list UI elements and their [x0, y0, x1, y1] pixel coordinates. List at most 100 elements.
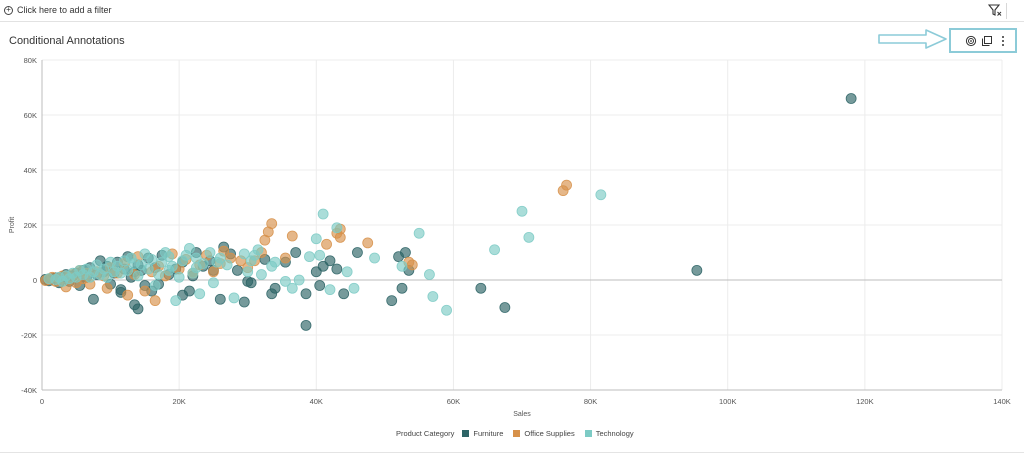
data-point-office-supplies — [122, 289, 134, 301]
legend-label: Furniture — [473, 429, 504, 438]
y-tick-label: 60K — [24, 111, 37, 120]
x-tick-label: 40K — [310, 397, 323, 406]
more-vertical-icon[interactable] — [997, 35, 1009, 47]
data-point-furniture — [290, 247, 302, 258]
data-point-furniture — [393, 251, 404, 263]
data-point-technology — [43, 273, 55, 285]
target-icon[interactable] — [965, 35, 977, 47]
data-point-technology — [348, 282, 360, 294]
data-point-technology — [424, 269, 435, 280]
data-point-technology — [293, 274, 305, 286]
legend-label: Technology — [595, 429, 634, 438]
data-point-technology — [427, 291, 439, 302]
data-point-technology — [163, 251, 175, 263]
filter-icon[interactable] — [988, 4, 1002, 17]
data-point-technology — [280, 275, 291, 287]
data-point-technology — [324, 284, 336, 296]
y-axis-title: Profit — [9, 217, 16, 233]
scatter-chart: 0 20K 40K 60K 80K 100K 120K 140K -40K -20K 0 20K 40K… — [9, 56, 1011, 418]
data-point-technology — [173, 271, 185, 283]
data-point-office-supplies — [362, 237, 374, 249]
legend-label: Office Supplies — [524, 429, 575, 438]
x-tick-label: 60K — [447, 397, 460, 406]
data-point-technology — [245, 255, 257, 267]
plus-circle-icon: + — [4, 5, 13, 15]
data-point-furniture — [499, 302, 511, 313]
data-point-technology — [177, 255, 188, 267]
data-point-technology — [208, 277, 219, 289]
filter-bar: + Click here to add a filter — [0, 0, 1024, 22]
data-point-office-supplies — [334, 231, 346, 243]
data-point-technology — [523, 231, 535, 243]
data-point-technology — [170, 295, 182, 307]
data-point-furniture — [242, 275, 254, 287]
data-point-furniture — [691, 264, 703, 276]
data-point-technology — [194, 288, 206, 300]
data-point-office-supplies — [280, 252, 291, 264]
arrow-right-icon — [878, 29, 947, 49]
add-filter-button[interactable]: + Click here to add a filter — [4, 5, 112, 15]
data-point-technology — [187, 267, 199, 279]
data-point-technology — [242, 266, 254, 278]
data-point-technology — [369, 252, 380, 264]
data-point-office-supplies — [149, 295, 161, 307]
data-point-office-supplies — [321, 238, 332, 250]
data-point-technology — [304, 251, 315, 263]
data-point-furniture — [845, 93, 857, 104]
data-point-technology — [149, 280, 161, 291]
y-tick-label: 80K — [24, 56, 37, 65]
data-point-technology — [286, 282, 298, 294]
data-point-technology — [132, 270, 144, 282]
data-point-technology — [310, 233, 322, 245]
toolbar-highlight — [949, 28, 1017, 53]
data-point-furniture — [238, 296, 250, 308]
data-point-technology — [221, 259, 233, 271]
data-point-technology — [516, 205, 528, 217]
legend-title: Product Category — [396, 429, 455, 438]
data-point-technology — [238, 248, 250, 260]
x-tick-label: 20K — [172, 397, 185, 406]
x-tick-label: 100K — [719, 397, 737, 406]
data-point-furniture — [214, 293, 226, 305]
x-tick-label: 140K — [993, 397, 1011, 406]
data-point-technology — [163, 264, 175, 276]
data-point-furniture — [396, 282, 408, 294]
data-point-office-supplies — [101, 282, 113, 294]
data-point-technology — [256, 269, 267, 280]
data-point-office-supplies — [139, 285, 151, 297]
add-filter-label: Click here to add a filter — [17, 5, 112, 15]
data-point-technology — [228, 292, 240, 304]
data-point-technology — [396, 260, 408, 272]
x-tick-label: 120K — [856, 397, 874, 406]
data-point-technology — [105, 256, 116, 268]
data-point-furniture — [331, 263, 343, 275]
y-tick-label: 40K — [24, 166, 37, 175]
y-tick-label: 20K — [24, 221, 37, 230]
x-axis-title: Sales — [513, 411, 531, 418]
data-point-technology — [314, 249, 326, 261]
data-point-technology — [413, 227, 425, 239]
data-point-technology — [331, 222, 343, 234]
data-point-furniture — [352, 247, 363, 258]
data-point-furniture — [386, 295, 398, 307]
legend-swatch — [584, 430, 592, 437]
legend-swatch — [462, 430, 470, 437]
legend-item-technology[interactable]: Technology — [584, 429, 634, 438]
data-point-furniture — [300, 288, 312, 300]
toolbar-divider — [1006, 3, 1007, 19]
data-point-technology — [211, 256, 223, 268]
x-tick-label: 0 — [40, 397, 44, 406]
data-point-technology — [190, 252, 202, 264]
data-point-technology — [595, 189, 607, 201]
x-tick-label: 80K — [584, 397, 597, 406]
data-point-technology — [441, 304, 452, 316]
legend-item-office-supplies[interactable]: Office Supplies — [513, 429, 575, 438]
data-point-office-supplies — [286, 230, 298, 242]
copy-icon[interactable] — [981, 35, 993, 47]
legend-swatch — [513, 430, 521, 437]
data-point-furniture — [338, 288, 350, 300]
data-point-furniture — [310, 266, 322, 278]
data-point-technology — [204, 247, 216, 258]
data-point-furniture — [132, 303, 144, 315]
legend-item-furniture[interactable]: Furniture — [462, 429, 503, 438]
